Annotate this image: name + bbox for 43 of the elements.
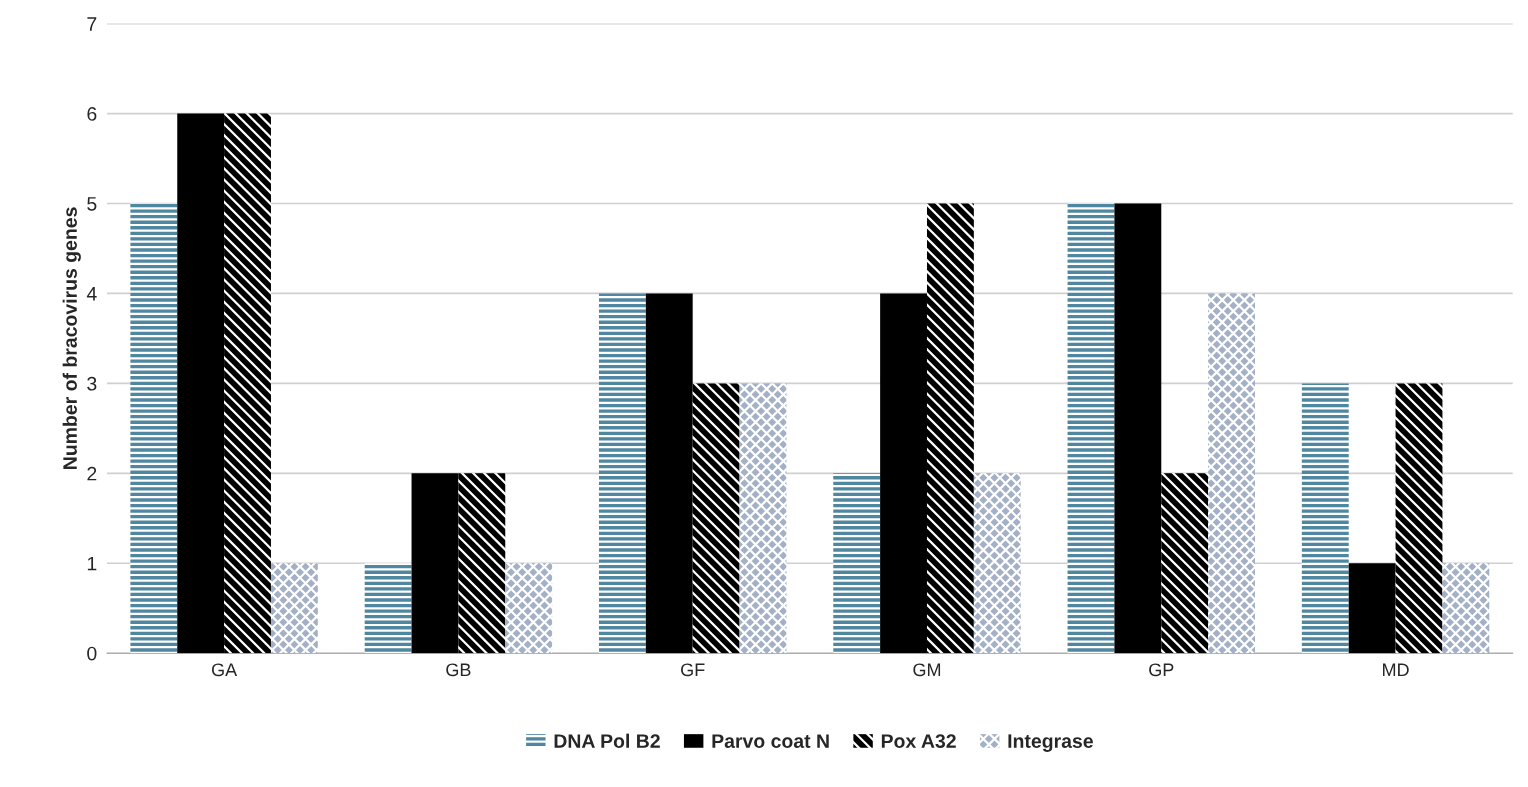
bar bbox=[692, 383, 740, 654]
legend-label: Pox A32 bbox=[881, 734, 956, 748]
bar bbox=[1114, 203, 1162, 654]
bar bbox=[1067, 203, 1115, 654]
x-tick-label: GM bbox=[913, 663, 941, 677]
bar bbox=[1301, 383, 1349, 654]
y-tick-label: 3 bbox=[87, 376, 97, 391]
bar bbox=[411, 473, 459, 654]
bar bbox=[833, 473, 881, 654]
bar bbox=[645, 293, 693, 654]
bar bbox=[1348, 563, 1396, 654]
y-tick-label: 2 bbox=[87, 466, 97, 481]
bar bbox=[505, 563, 553, 654]
bar bbox=[598, 293, 646, 654]
bar bbox=[458, 473, 506, 654]
y-tick-label: 6 bbox=[87, 107, 97, 121]
bar bbox=[739, 383, 787, 654]
bar bbox=[926, 203, 974, 654]
bar bbox=[973, 473, 1021, 654]
y-axis-title: Number of bracovirus genes bbox=[62, 207, 81, 469]
bar bbox=[880, 293, 927, 654]
bar bbox=[270, 563, 318, 654]
bar bbox=[130, 203, 178, 654]
legend-label: Integrase bbox=[1008, 734, 1093, 752]
y-tick-label: 4 bbox=[86, 287, 97, 301]
x-tick-label: GP bbox=[1149, 663, 1174, 677]
bar bbox=[224, 113, 271, 654]
legend-label: Parvo coat N bbox=[712, 734, 829, 748]
y-tick-label: 0 bbox=[87, 646, 97, 661]
bar bbox=[1161, 473, 1209, 654]
x-tick-label: GF bbox=[681, 663, 705, 677]
x-tick-label: GB bbox=[446, 663, 471, 677]
legend-label: DNA Pol B2 bbox=[554, 733, 660, 748]
bar bbox=[1442, 563, 1490, 654]
x-tick-label: GA bbox=[211, 663, 238, 677]
y-tick-label: 5 bbox=[87, 197, 97, 211]
y-tick-label: 1 bbox=[87, 556, 97, 571]
y-tick-label: 7 bbox=[87, 17, 97, 31]
bar bbox=[1208, 293, 1255, 654]
bar bbox=[1395, 383, 1443, 654]
x-tick-label: MD bbox=[1383, 663, 1409, 677]
bar bbox=[177, 113, 225, 654]
bar bbox=[364, 563, 412, 654]
